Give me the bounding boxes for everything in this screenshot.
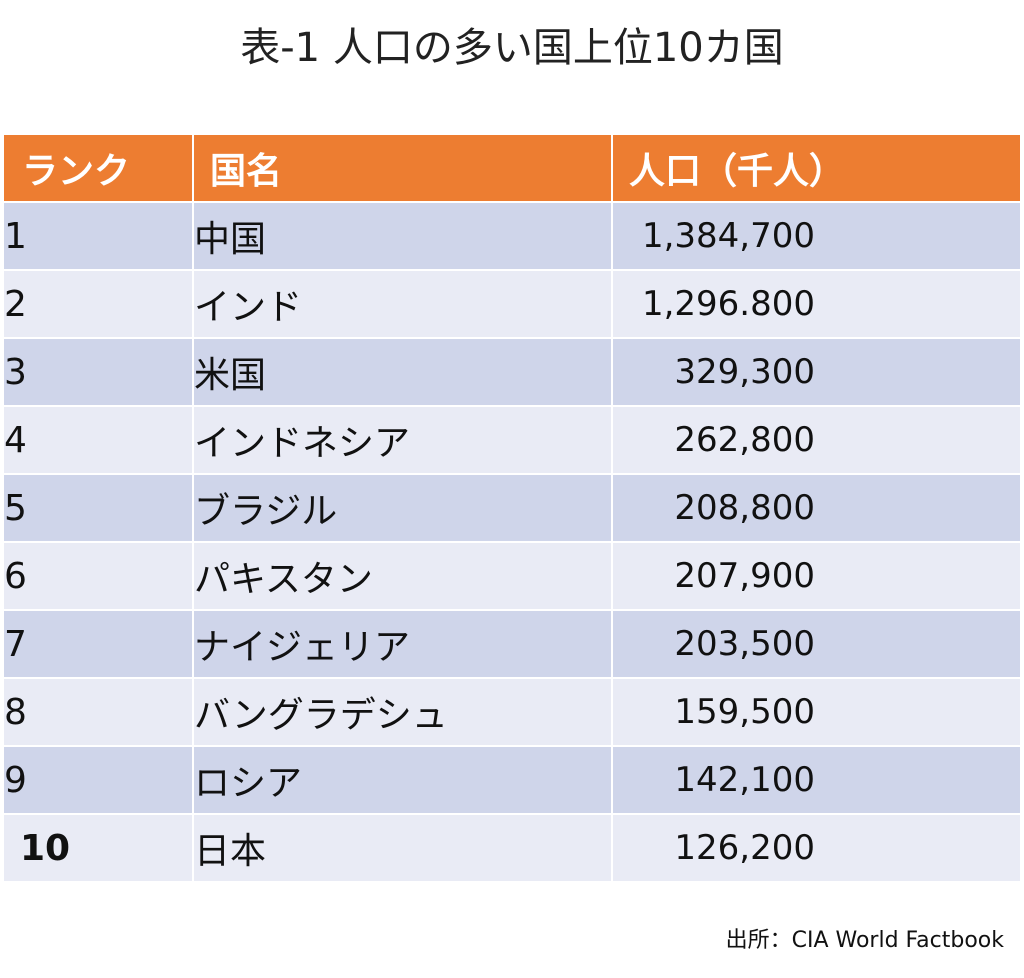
column-header-population: 人口（千人） [611,133,1022,203]
rank-cell: 3 [2,337,194,407]
country-cell: 米国 [192,337,613,407]
population-cell: 208,800 [611,473,1022,543]
column-header-country: 国名 [192,133,613,203]
rank-cell: 8 [2,677,194,747]
country-cell: インドネシア [192,405,613,475]
population-table: ランク 国名 人口（千人） 1 中国 1,384,700 2 インド 1,296… [2,133,1022,883]
population-value: 329,300 [674,352,815,392]
population-value: 207,900 [674,556,815,596]
population-value: 142,100 [674,760,815,800]
country-cell: ロシア [192,745,613,815]
source-note: 出所：CIA World Factbook [725,928,1004,953]
table-row: 6 パキスタン 207,900 [2,541,1022,611]
page-title: 表-1 人口の多い国上位10カ国 [240,25,784,71]
table-row: 4 インドネシア 262,800 [2,405,1022,475]
population-cell: 142,100 [611,745,1022,815]
table-header-row: ランク 国名 人口（千人） [2,133,1022,203]
population-value: 208,800 [674,488,815,528]
rank-cell: 10 [2,813,194,883]
rank-cell: 6 [2,541,194,611]
population-value: 159,500 [674,692,815,732]
population-value: 1,296.800 [641,284,815,324]
table-row: 9 ロシア 142,100 [2,745,1022,815]
country-cell: 日本 [192,813,613,883]
country-cell: バングラデシュ [192,677,613,747]
population-cell: 207,900 [611,541,1022,611]
table-row: 7 ナイジェリア 203,500 [2,609,1022,679]
table-row: 2 インド 1,296.800 [2,269,1022,339]
country-cell: インド [192,269,613,339]
country-cell: ナイジェリア [192,609,613,679]
country-cell: ブラジル [192,473,613,543]
country-cell: 中国 [192,201,613,271]
population-value: 262,800 [674,420,815,460]
country-cell: パキスタン [192,541,613,611]
rank-cell: 4 [2,405,194,475]
population-cell: 159,500 [611,677,1022,747]
population-value: 203,500 [674,624,815,664]
table-row: 3 米国 329,300 [2,337,1022,407]
population-cell: 1,296.800 [611,269,1022,339]
population-cell: 329,300 [611,337,1022,407]
column-header-rank: ランク [2,133,194,203]
population-value: 126,200 [674,828,815,868]
population-value: 1,384,700 [641,216,815,256]
table-row: 10 日本 126,200 [2,813,1022,883]
population-cell: 262,800 [611,405,1022,475]
rank-cell: 9 [2,745,194,815]
rank-cell: 5 [2,473,194,543]
rank-cell: 7 [2,609,194,679]
rank-cell: 2 [2,269,194,339]
population-cell: 203,500 [611,609,1022,679]
population-cell: 126,200 [611,813,1022,883]
table-row: 8 バングラデシュ 159,500 [2,677,1022,747]
table-row: 1 中国 1,384,700 [2,201,1022,271]
rank-cell: 1 [2,201,194,271]
table-row: 5 ブラジル 208,800 [2,473,1022,543]
population-cell: 1,384,700 [611,201,1022,271]
